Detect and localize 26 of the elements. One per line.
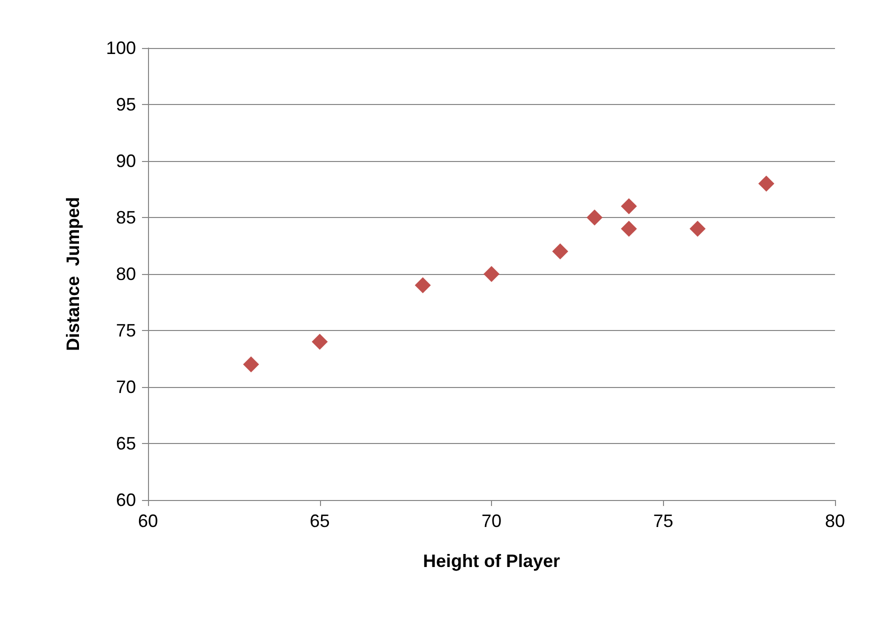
point [620, 220, 637, 237]
x-tick-label: 65 [310, 511, 330, 531]
point [243, 356, 260, 372]
y-axis-title: Distance Jumped [63, 196, 83, 352]
point [586, 210, 603, 226]
point [312, 334, 328, 350]
y-tick-label: 80 [116, 264, 136, 284]
y-tick-label: 65 [116, 434, 136, 454]
point [414, 277, 431, 294]
x-axis-title: Height of Player [422, 551, 560, 571]
x-tick-label: 80 [824, 511, 846, 531]
y-tick-label: 75 [116, 320, 136, 340]
point [484, 266, 500, 282]
y-tick-label: 90 [116, 151, 136, 171]
y-tick-label: 85 [116, 208, 136, 228]
x-tick-label: 60 [138, 511, 158, 531]
x-tick-label: 75 [653, 511, 674, 531]
point [690, 220, 706, 237]
point [552, 243, 568, 260]
x-tick-label: 70 [481, 511, 502, 531]
point [758, 176, 774, 192]
y-tick-label: 60 [116, 490, 136, 510]
y-tick-label: 95 [116, 94, 136, 114]
y-tick-label: 100 [106, 38, 136, 58]
y-tick-label: 70 [116, 377, 136, 397]
point [620, 198, 637, 214]
